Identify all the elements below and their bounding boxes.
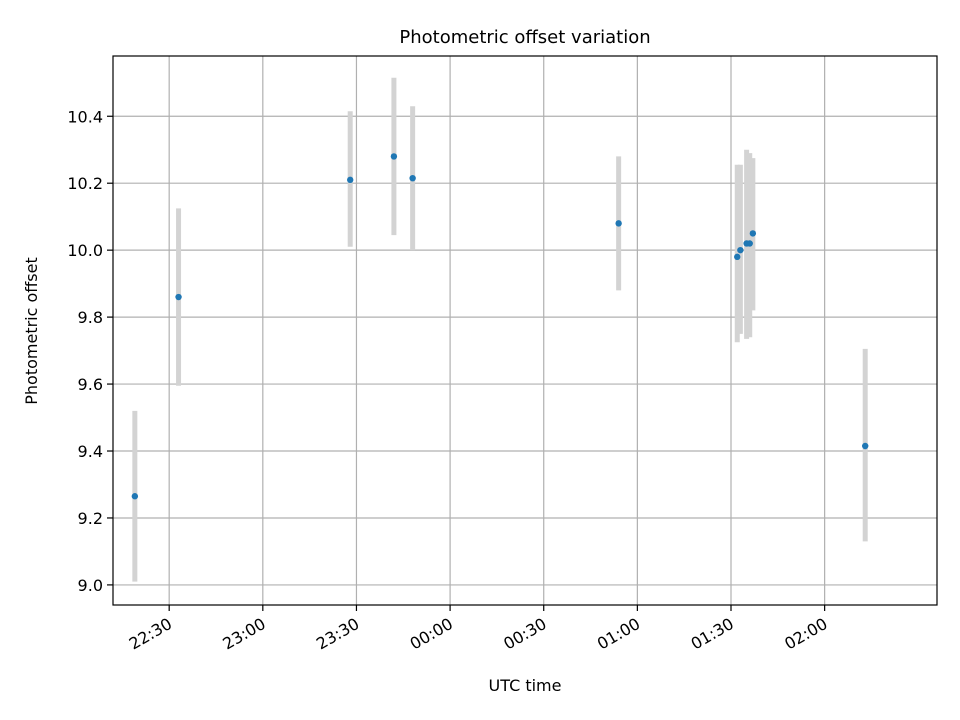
data-point	[615, 220, 622, 227]
x-axis-label: UTC time	[489, 676, 562, 695]
y-tick-label: 9.0	[78, 576, 103, 595]
y-axis-label: Photometric offset	[22, 257, 41, 405]
data-point	[734, 253, 741, 261]
data-points	[131, 153, 869, 500]
y-tick-label: 10.2	[67, 174, 103, 193]
data-point	[175, 293, 182, 301]
chart-title: Photometric offset variation	[399, 27, 650, 48]
y-axis-ticks: 9.0 9.2 9.4 9.6 9.8 10.0 10.2 10.4	[67, 107, 113, 595]
data-point	[409, 174, 416, 182]
data-point	[749, 230, 757, 237]
data-point	[390, 153, 398, 160]
y-tick-label: 10.4	[67, 107, 103, 126]
y-tick-label: 9.8	[78, 308, 103, 327]
data-point	[746, 240, 753, 247]
data-point	[131, 493, 139, 500]
y-tick-label: 9.4	[78, 442, 103, 461]
data-point	[347, 176, 354, 184]
y-tick-label: 9.6	[78, 375, 103, 394]
data-point	[737, 246, 744, 254]
plot-frame	[112, 55, 938, 606]
grid	[113, 56, 937, 605]
y-tick-label: 10.0	[67, 241, 103, 260]
data-point	[862, 442, 869, 450]
y-tick-label: 9.2	[78, 509, 103, 528]
